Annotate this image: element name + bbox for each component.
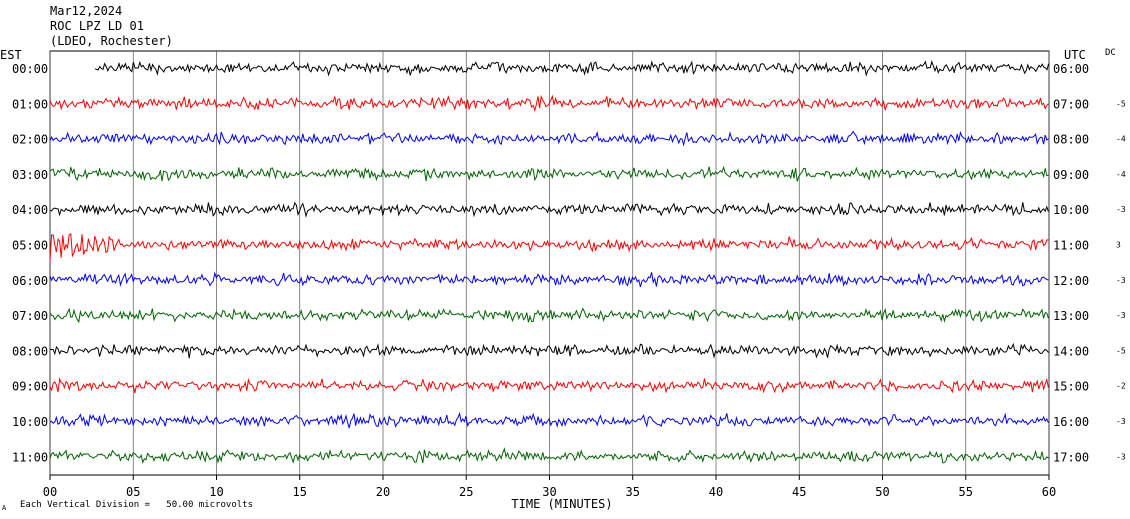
row-utc-label: 14:00 [1053, 344, 1089, 358]
x-tick-label: 25 [459, 485, 473, 499]
row-est-label: 07:00 [12, 309, 48, 323]
row-utc-label: 13:00 [1053, 309, 1089, 323]
seismic-trace [49, 233, 1049, 262]
row-utc-label: 15:00 [1053, 380, 1089, 394]
x-tick-label: 35 [626, 485, 640, 499]
row-dc-value: -3 [1116, 205, 1126, 214]
seismic-trace [49, 342, 1049, 359]
seismic-trace [49, 411, 1049, 429]
seismic-trace [49, 447, 1049, 465]
seismic-trace [49, 271, 1049, 288]
x-tick-label: 05 [126, 485, 140, 499]
row-dc-value: -2 [1116, 382, 1126, 391]
row-dc-value: -4 [1116, 135, 1126, 144]
row-est-label: 04:00 [12, 203, 48, 217]
row-utc-label: 16:00 [1053, 415, 1089, 429]
row-utc-label: 17:00 [1053, 450, 1089, 464]
row-dc-value: 3 [1116, 241, 1121, 250]
x-axis-label: TIME (MINUTES) [511, 497, 612, 511]
grid-layer [49, 50, 1050, 480]
row-dc-value: -3 [1116, 417, 1126, 426]
x-tick-label: 55 [959, 485, 973, 499]
station-name: ROC LPZ LD 01 [50, 19, 144, 33]
row-est-label: 09:00 [12, 380, 48, 394]
row-est-label: 03:00 [12, 168, 48, 182]
row-est-label: 05:00 [12, 239, 48, 253]
row-dc-value: -5 [1116, 346, 1126, 355]
row-est-label: 11:00 [12, 450, 48, 464]
network-name: (LDEO, Rochester) [50, 34, 173, 48]
x-tick-label: 60 [1042, 485, 1056, 499]
x-tick-label: 00 [43, 485, 57, 499]
x-tick-label: 45 [792, 485, 806, 499]
corner-mark: A [2, 504, 7, 512]
x-tick-label: 15 [293, 485, 307, 499]
row-utc-label: 06:00 [1053, 62, 1089, 76]
row-dc-value: -3 [1116, 276, 1126, 285]
row-est-label: 10:00 [12, 415, 48, 429]
seismic-trace [49, 130, 1049, 147]
x-tick-label: 20 [376, 485, 390, 499]
x-tick-label: 10 [209, 485, 223, 499]
row-utc-label: 12:00 [1053, 274, 1089, 288]
row-est-label: 06:00 [12, 274, 48, 288]
row-dc-value: -4 [1116, 170, 1126, 179]
row-est-label: 00:00 [12, 62, 48, 76]
row-est-label: 08:00 [12, 344, 48, 358]
row-est-label: 01:00 [12, 97, 48, 111]
x-tick-label: 40 [709, 485, 723, 499]
row-dc-value: -3 [1116, 311, 1126, 320]
label-layer: 00 05 10 15 20 25 30 35 40 45 50 55 60 00:00 06:00 01:0… [12, 62, 1126, 499]
seismic-trace [49, 201, 1049, 218]
row-utc-label: 07:00 [1053, 97, 1089, 111]
left-timezone-label: EST [0, 48, 22, 62]
row-dc-value: -3 [1116, 452, 1126, 461]
scale-note: Each Vertical Division = 50.00 microvolt… [20, 500, 253, 510]
right-timezone-label: UTC [1064, 48, 1086, 62]
x-tick-label: 50 [875, 485, 889, 499]
seismic-trace [94, 60, 1050, 77]
row-utc-label: 08:00 [1053, 133, 1089, 147]
dc-column-label: DC [1105, 48, 1116, 58]
seismic-trace [49, 94, 1049, 113]
row-utc-label: 11:00 [1053, 239, 1089, 253]
row-est-label: 02:00 [12, 133, 48, 147]
seismic-trace [49, 307, 1049, 324]
seismic-trace [49, 165, 1049, 182]
x-tick-label: 30 [542, 485, 556, 499]
trace-layer [49, 60, 1050, 465]
row-dc-value: -5 [1116, 99, 1126, 108]
seismic-trace [49, 377, 1049, 394]
row-utc-label: 10:00 [1053, 203, 1089, 217]
plot-date: Mar12,2024 [50, 4, 123, 18]
row-utc-label: 09:00 [1053, 168, 1089, 182]
